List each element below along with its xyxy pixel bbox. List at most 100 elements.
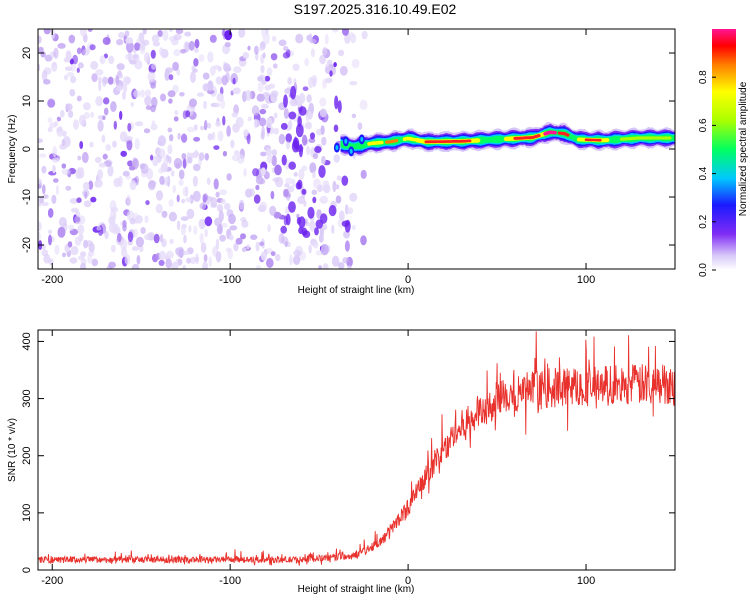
- noise-blob: [260, 103, 269, 109]
- noise-blob: [250, 234, 258, 240]
- noise-blob: [284, 88, 292, 95]
- noise-blob: [193, 225, 198, 235]
- noise-blob: [164, 69, 170, 81]
- noise-blob: [221, 222, 228, 228]
- noise-blob: [233, 104, 240, 115]
- noise-blob: [232, 77, 236, 85]
- colorbar: 0.0 0.2 0.4 0.6 0.8 Normalized spectral ampl…: [698, 29, 749, 277]
- noise-blob: [275, 254, 281, 262]
- noise-blob: [301, 134, 308, 146]
- noise-blob: [207, 80, 214, 91]
- noise-blob: [81, 151, 89, 164]
- noise-blob: [97, 120, 104, 132]
- noise-blob: [51, 62, 58, 72]
- noise-blob: [159, 175, 165, 185]
- noise-blob: [245, 188, 253, 198]
- noise-blob: [240, 217, 247, 223]
- noise-blob: [220, 198, 226, 205]
- noise-blob: [184, 31, 192, 37]
- noise-blob: [240, 233, 246, 240]
- noise-blob: [207, 89, 215, 95]
- noise-blob: [301, 188, 307, 195]
- noise-blob: [271, 155, 277, 167]
- noise-blob: [280, 122, 288, 130]
- noise-blob: [288, 111, 297, 120]
- noise-blob: [246, 244, 251, 250]
- noise-blob: [189, 256, 197, 264]
- noise-blob: [229, 225, 238, 231]
- noise-blob: [171, 170, 175, 177]
- noise-blob: [90, 60, 99, 70]
- noise-blob: [235, 237, 243, 245]
- noise-blob: [76, 95, 82, 102]
- noise-blob: [101, 76, 107, 87]
- noise-blob: [215, 191, 220, 198]
- noise-blob: [321, 136, 327, 146]
- noise-blob: [298, 168, 305, 180]
- noise-blob: [349, 81, 358, 86]
- noise-blob: [153, 233, 160, 244]
- noise-blob: [258, 117, 267, 127]
- noise-blob: [76, 67, 80, 73]
- noise-blob: [337, 262, 345, 269]
- noise-blob: [338, 49, 345, 57]
- noise-blob: [124, 254, 131, 265]
- noise-blob: [283, 46, 289, 51]
- noise-blob: [185, 41, 189, 53]
- noise-blob: [140, 163, 149, 174]
- noise-blob: [175, 29, 184, 35]
- noise-blob: [110, 244, 116, 253]
- noise-blob: [194, 47, 199, 53]
- noise-blob: [133, 89, 141, 98]
- noise-blob: [56, 116, 62, 122]
- noise-blob: [179, 92, 185, 97]
- noise-blob: [251, 105, 260, 116]
- noise-blob: [173, 116, 179, 122]
- noise-blob: [134, 42, 141, 51]
- noise-blob: [181, 198, 186, 204]
- noise-blob: [286, 141, 290, 150]
- noise-blob: [202, 72, 210, 80]
- noise-blob: [53, 47, 59, 59]
- noise-blob: [226, 173, 232, 181]
- noise-blob: [255, 175, 264, 185]
- noise-blob: [165, 258, 172, 269]
- noise-blob: [347, 265, 352, 269]
- noise-blob: [257, 82, 264, 93]
- noise-blob: [83, 102, 91, 111]
- noise-blob: [209, 34, 217, 43]
- noise-blob: [329, 70, 333, 77]
- noise-blob: [243, 129, 249, 137]
- noise-blob: [215, 102, 221, 108]
- noise-blob: [38, 46, 44, 53]
- noise-blob: [151, 63, 157, 70]
- noise-blob: [278, 133, 286, 145]
- noise-blob: [51, 194, 57, 204]
- noise-blob: [287, 120, 293, 130]
- snr-panel: -200 -100 0 100 0 100 200 300 400 Height of str…: [7, 329, 676, 595]
- noise-blob: [332, 180, 337, 193]
- noise-blob: [321, 155, 326, 165]
- noise-blob: [105, 144, 112, 151]
- noise-blob: [131, 263, 140, 269]
- noise-blob: [169, 238, 174, 245]
- noise-blob: [322, 263, 329, 269]
- noise-blob: [198, 218, 206, 230]
- noise-blob: [290, 85, 297, 100]
- noise-blob: [88, 180, 94, 190]
- noise-blob: [38, 178, 42, 184]
- noise-blob: [129, 180, 137, 191]
- noise-blob: [98, 76, 102, 84]
- noise-blob: [199, 125, 206, 131]
- noise-blob: [331, 255, 340, 267]
- snr-x-tick-label: -200: [41, 575, 63, 587]
- noise-blob: [217, 204, 224, 213]
- noise-blob: [168, 155, 172, 164]
- noise-blob: [155, 190, 164, 201]
- noise-blob: [38, 63, 41, 72]
- noise-blob: [111, 223, 120, 235]
- noise-blob: [83, 181, 90, 191]
- noise-blob: [134, 121, 144, 127]
